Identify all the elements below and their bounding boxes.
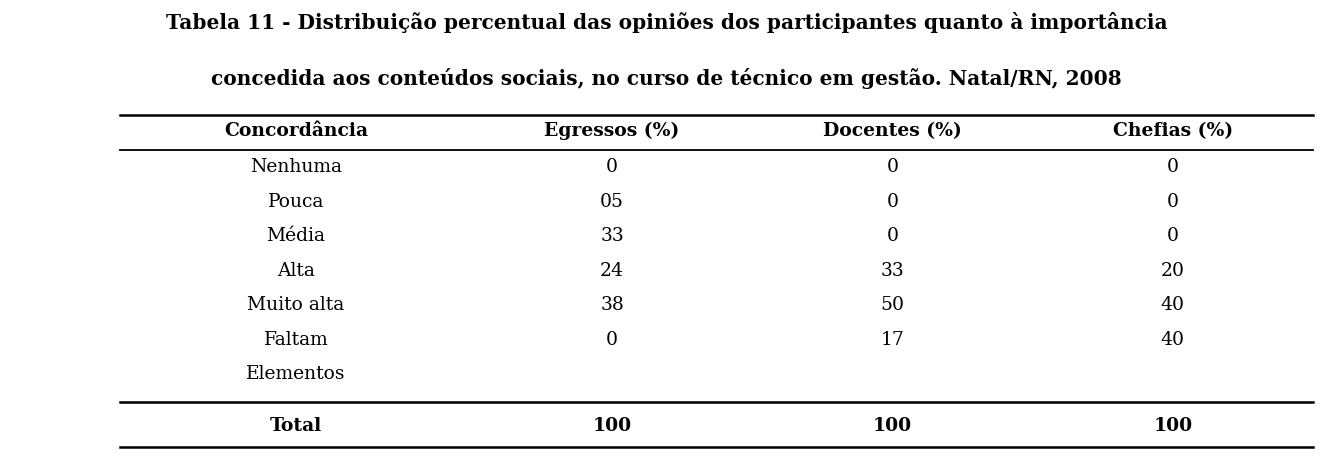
Text: 0: 0 (886, 158, 898, 176)
Text: 05: 05 (600, 193, 624, 211)
Text: Egressos (%): Egressos (%) (544, 122, 680, 140)
Text: Docentes (%): Docentes (%) (822, 122, 962, 140)
Text: 40: 40 (1161, 331, 1185, 349)
Text: 0: 0 (1166, 158, 1178, 176)
Text: 0: 0 (607, 331, 619, 349)
Text: 100: 100 (593, 417, 632, 435)
Text: 40: 40 (1161, 296, 1185, 314)
Text: 0: 0 (1166, 227, 1178, 245)
Text: 0: 0 (886, 193, 898, 211)
Text: 38: 38 (600, 296, 624, 314)
Text: 100: 100 (1153, 417, 1193, 435)
Text: 24: 24 (600, 262, 624, 280)
Text: Chefias (%): Chefias (%) (1113, 122, 1233, 140)
Text: 17: 17 (881, 331, 904, 349)
Text: 100: 100 (873, 417, 912, 435)
Text: Pouca: Pouca (268, 193, 324, 211)
Text: 20: 20 (1161, 262, 1185, 280)
Text: Nenhuma: Nenhuma (251, 158, 343, 176)
Text: Concordância: Concordância (224, 122, 368, 140)
Text: 33: 33 (881, 262, 904, 280)
Text: Alta: Alta (277, 262, 315, 280)
Text: 0: 0 (886, 227, 898, 245)
Text: Faltam: Faltam (264, 331, 328, 349)
Text: concedida aos conteúdos sociais, no curso de técnico em gestão. Natal/RN, 2008: concedida aos conteúdos sociais, no curs… (211, 68, 1122, 89)
Text: Muito alta: Muito alta (248, 296, 344, 314)
Text: Elementos: Elementos (247, 365, 345, 383)
Text: 0: 0 (1166, 193, 1178, 211)
Text: Total: Total (269, 417, 323, 435)
Text: 50: 50 (881, 296, 905, 314)
Text: Média: Média (267, 227, 325, 245)
Text: 0: 0 (607, 158, 619, 176)
Text: 33: 33 (600, 227, 624, 245)
Text: Tabela 11 - Distribuição percentual das opiniões dos participantes quanto à impo: Tabela 11 - Distribuição percentual das … (165, 12, 1168, 33)
